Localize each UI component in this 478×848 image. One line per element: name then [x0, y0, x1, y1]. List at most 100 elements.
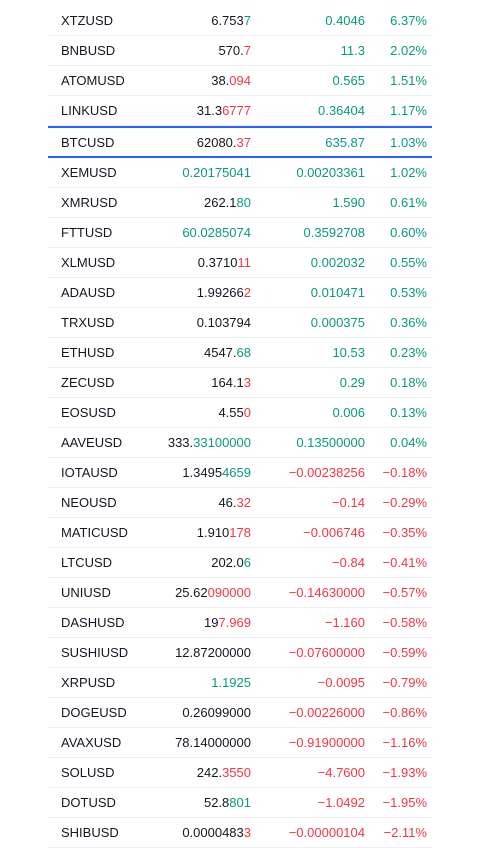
watchlist-row-eosusd[interactable]: EOSUSD 4.550 0.006 0.13% — [48, 398, 432, 428]
change-percent: 1.03% — [390, 135, 427, 150]
symbol-label: XLMUSD — [61, 255, 116, 270]
last-price-stable: 19 — [203, 615, 219, 630]
watchlist-row-xtzusd[interactable]: XTZUSD 6.7537 0.4046 6.37% — [48, 6, 432, 36]
change-percent: −2.11% — [383, 825, 428, 840]
change-value: −0.91900000 — [288, 735, 365, 750]
change-value: 0.010471 — [310, 285, 365, 300]
change-value: −0.00238256 — [288, 465, 365, 480]
watchlist-row-linkusd[interactable]: LINKUSD 31.36777 0.36404 1.17% — [48, 96, 432, 126]
last-price-stable: 38. — [211, 73, 230, 88]
last-price: 25.62090000 — [175, 578, 251, 608]
watchlist-row-solusd[interactable]: SOLUSD 242.3550 −4.7600 −1.93% — [48, 758, 432, 788]
symbol-label: EOSUSD — [61, 405, 116, 420]
watchlist-row-ltcusd[interactable]: LTCUSD 202.06 −0.84 −0.41% — [48, 548, 432, 578]
watchlist-row-iotausd[interactable]: IOTAUSD 1.34954659 −0.00238256 −0.18% — [48, 458, 432, 488]
change-value: 10.53 — [332, 345, 365, 360]
last-price-stable: 0.103794 — [196, 315, 251, 330]
change-percent: −0.57% — [382, 585, 427, 600]
last-price-stable: 31.3 — [196, 103, 223, 118]
last-price-changed: 68 — [236, 345, 251, 360]
symbol-label: MATICUSD — [61, 525, 128, 540]
last-price-changed: 094 — [229, 73, 251, 88]
watchlist-row-uniusd[interactable]: UNIUSD 25.62090000 −0.14630000 −0.57% — [48, 578, 432, 608]
watchlist-row-aaveusd[interactable]: AAVEUSD 333.33100000 0.13500000 0.04% — [48, 428, 432, 458]
last-price-changed: 3 — [243, 375, 251, 390]
last-price-stable: 0.3710 — [197, 255, 238, 270]
last-price: 164.13 — [211, 368, 251, 398]
watchlist-row-btcusd[interactable]: BTCUSD 62080.37 635.87 1.03% — [48, 126, 432, 158]
change-percent: 6.37% — [390, 13, 427, 28]
watchlist-row-dotusd[interactable]: DOTUSD 52.8801 −1.0492 −1.95% — [48, 788, 432, 818]
change-value: 0.002032 — [310, 255, 365, 270]
last-price-stable: 78.14000000 — [175, 735, 251, 750]
watchlist-row-avaxusd[interactable]: AVAXUSD 78.14000000 −0.91900000 −1.16% — [48, 728, 432, 758]
last-price-stable: 52.8 — [203, 795, 230, 810]
last-price-changed: 1.1925 — [211, 675, 251, 690]
watchlist-table: XTZUSD 6.7537 0.4046 6.37% BNBUSD 570.7 11.3 2.… — [48, 6, 432, 848]
change-value: 0.006 — [332, 405, 365, 420]
symbol-label: AAVEUSD — [61, 435, 123, 450]
last-price-changed: 11 — [237, 255, 252, 270]
change-value: 635.87 — [325, 135, 365, 150]
symbol-label: UNIUSD — [61, 585, 111, 600]
watchlist-row-maticusd[interactable]: MATICUSD 1.910178 −0.006746 −0.35% — [48, 518, 432, 548]
last-price-changed: 0.20175041 — [182, 165, 251, 180]
change-value: 0.00203361 — [296, 165, 365, 180]
watchlist-row-atomusd[interactable]: ATOMUSD 38.094 0.565 1.51% — [48, 66, 432, 96]
watchlist-row-sushiusd[interactable]: SUSHIUSD 12.87200000 −0.07600000 −0.59% — [48, 638, 432, 668]
watchlist-row-dogeusd[interactable]: DOGEUSD 0.26099000 −0.00226000 −0.86% — [48, 698, 432, 728]
last-price: 242.3550 — [197, 758, 251, 788]
last-price-stable: 4.55 — [218, 405, 244, 420]
change-percent: 0.18% — [390, 375, 427, 390]
change-value: −1.160 — [324, 615, 365, 630]
last-price-changed: 7.969 — [218, 615, 251, 630]
watchlist-row-xlmusd[interactable]: XLMUSD 0.371011 0.002032 0.55% — [48, 248, 432, 278]
change-percent: 0.04% — [390, 435, 427, 450]
last-price: 52.8801 — [204, 788, 251, 818]
change-percent: 0.13% — [390, 405, 427, 420]
watchlist-row-xrpusd[interactable]: XRPUSD 1.1925 −0.0095 −0.79% — [48, 668, 432, 698]
last-price: 6.7537 — [211, 6, 251, 36]
watchlist-row-dashusd[interactable]: DASHUSD 197.969 −1.160 −0.58% — [48, 608, 432, 638]
last-price-changed: 090000 — [207, 585, 251, 600]
symbol-label: TRXUSD — [61, 315, 115, 330]
last-price: 31.36777 — [197, 96, 251, 126]
last-price-stable: 1.99266 — [196, 285, 244, 300]
last-price: 0.103794 — [197, 308, 251, 338]
last-price: 78.14000000 — [175, 728, 251, 758]
watchlist-row-ethusd[interactable]: ETHUSD 4547.68 10.53 0.23% — [48, 338, 432, 368]
last-price: 202.06 — [211, 548, 251, 578]
change-value: 11.3 — [340, 43, 365, 58]
symbol-label: BTCUSD — [61, 135, 115, 150]
change-percent: 0.60% — [390, 225, 427, 240]
watchlist-row-fttusd[interactable]: FTTUSD 60.0285074 0.3592708 0.60% — [48, 218, 432, 248]
symbol-label: ZECUSD — [61, 375, 115, 390]
watchlist-row-neousd[interactable]: NEOUSD 46.32 −0.14 −0.29% — [48, 488, 432, 518]
last-price-stable: 62080. — [196, 135, 237, 150]
watchlist-row-bnbusd[interactable]: BNBUSD 570.7 11.3 2.02% — [48, 36, 432, 66]
last-price: 38.094 — [211, 66, 251, 96]
last-price-stable: 6.753 — [211, 13, 244, 28]
change-percent: −0.86% — [382, 705, 427, 720]
last-price-changed: 33100000 — [193, 435, 251, 450]
change-value: 0.13500000 — [296, 435, 365, 450]
watchlist-row-xemusd[interactable]: XEMUSD 0.20175041 0.00203361 1.02% — [48, 158, 432, 188]
symbol-label: SHIBUSD — [61, 825, 119, 840]
last-price-stable: 25.62 — [175, 585, 208, 600]
symbol-label: AVAXUSD — [61, 735, 122, 750]
last-price-changed: 37 — [236, 135, 251, 150]
change-percent: 0.53% — [390, 285, 427, 300]
watchlist-row-xmrusd[interactable]: XMRUSD 262.180 1.590 0.61% — [48, 188, 432, 218]
change-value: 1.590 — [332, 195, 365, 210]
last-price: 0.26099000 — [182, 698, 251, 728]
last-price-changed: 4659 — [222, 465, 251, 480]
change-percent: 0.55% — [390, 255, 427, 270]
last-price-stable: 1.3495 — [182, 465, 223, 480]
change-percent: −0.35% — [382, 525, 427, 540]
watchlist-row-trxusd[interactable]: TRXUSD 0.103794 0.000375 0.36% — [48, 308, 432, 338]
watchlist-row-adausd[interactable]: ADAUSD 1.992662 0.010471 0.53% — [48, 278, 432, 308]
change-value: −0.00226000 — [288, 705, 365, 720]
watchlist-row-zecusd[interactable]: ZECUSD 164.13 0.29 0.18% — [48, 368, 432, 398]
symbol-label: DOTUSD — [61, 795, 116, 810]
watchlist-row-shibusd[interactable]: SHIBUSD 0.00004833 −0.00000104 −2.11% — [48, 818, 432, 848]
